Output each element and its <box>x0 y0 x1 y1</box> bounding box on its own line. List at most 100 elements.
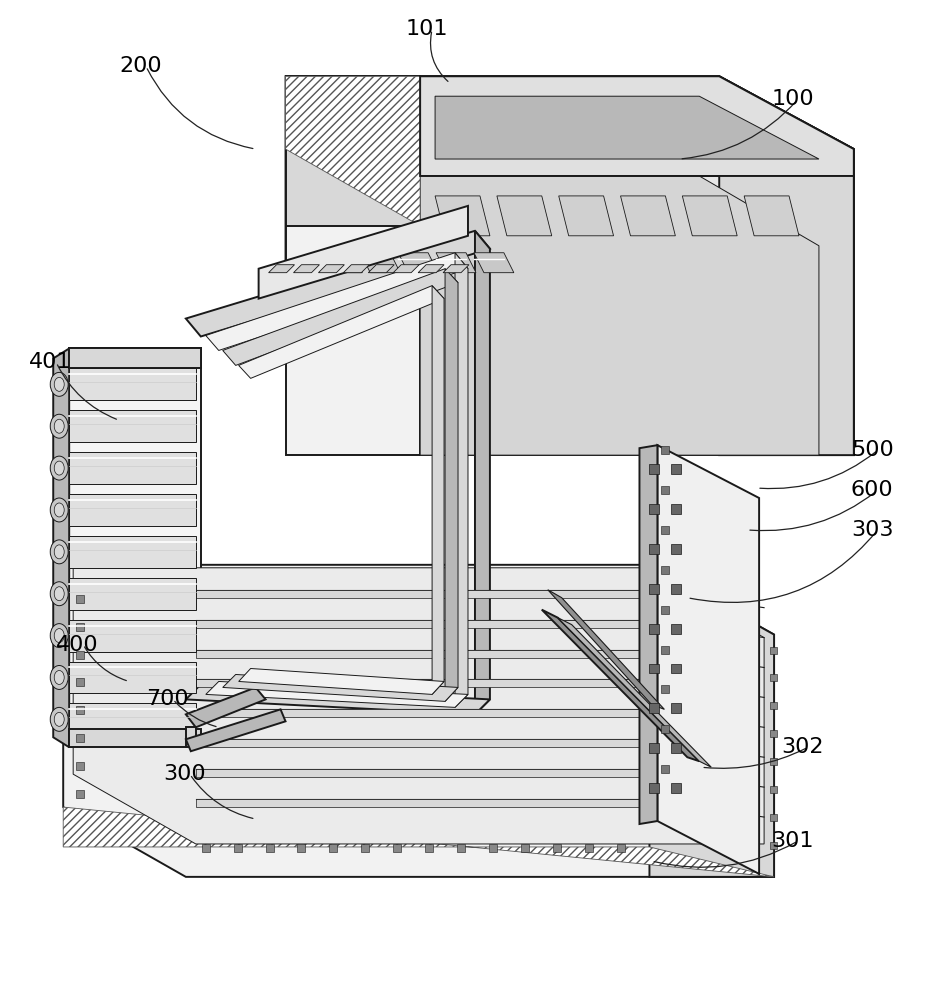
Polygon shape <box>186 687 266 727</box>
Polygon shape <box>497 196 552 236</box>
Polygon shape <box>558 196 614 236</box>
Polygon shape <box>369 265 394 273</box>
Bar <box>770 786 777 793</box>
Bar <box>661 486 669 494</box>
Polygon shape <box>398 253 438 273</box>
Bar <box>489 844 497 852</box>
Text: 500: 500 <box>851 440 894 460</box>
Polygon shape <box>69 703 195 735</box>
Polygon shape <box>649 565 774 877</box>
Polygon shape <box>223 674 458 701</box>
Text: 303: 303 <box>851 520 894 540</box>
Polygon shape <box>69 348 201 368</box>
Bar <box>76 678 84 686</box>
Polygon shape <box>285 76 854 266</box>
Polygon shape <box>745 196 799 236</box>
Bar <box>661 566 669 574</box>
Bar <box>649 703 659 713</box>
Polygon shape <box>285 76 420 226</box>
Bar <box>330 844 337 852</box>
Polygon shape <box>223 269 458 365</box>
Bar <box>671 783 682 793</box>
Polygon shape <box>186 684 490 714</box>
Bar <box>770 758 777 765</box>
Polygon shape <box>443 265 469 273</box>
Ellipse shape <box>55 670 64 684</box>
Bar <box>520 844 529 852</box>
Ellipse shape <box>50 498 69 522</box>
Ellipse shape <box>55 461 64 475</box>
Bar <box>671 584 682 594</box>
Bar <box>770 842 777 849</box>
Bar <box>661 725 669 733</box>
Bar <box>661 765 669 773</box>
Bar <box>361 844 369 852</box>
Bar <box>76 623 84 631</box>
Polygon shape <box>319 265 344 273</box>
Polygon shape <box>195 799 642 807</box>
Polygon shape <box>548 590 664 709</box>
Ellipse shape <box>50 414 69 438</box>
Bar <box>649 783 659 793</box>
Text: 700: 700 <box>146 689 189 709</box>
Polygon shape <box>53 348 69 747</box>
Bar <box>661 446 669 454</box>
Bar <box>649 743 659 753</box>
Bar <box>649 504 659 514</box>
Polygon shape <box>435 96 819 159</box>
Polygon shape <box>475 231 490 714</box>
Polygon shape <box>542 610 699 761</box>
Bar <box>661 646 669 654</box>
Bar <box>671 743 682 753</box>
Polygon shape <box>186 231 490 336</box>
Polygon shape <box>436 253 476 273</box>
Polygon shape <box>206 681 468 707</box>
Text: 300: 300 <box>163 764 206 784</box>
Bar <box>553 844 561 852</box>
Polygon shape <box>195 739 642 747</box>
Bar <box>297 844 306 852</box>
Bar <box>76 734 84 742</box>
Ellipse shape <box>50 624 69 648</box>
Polygon shape <box>69 494 195 526</box>
Text: 100: 100 <box>771 89 814 109</box>
Text: 401: 401 <box>30 352 72 372</box>
Polygon shape <box>294 265 319 273</box>
Bar <box>394 844 401 852</box>
Polygon shape <box>195 679 642 687</box>
Text: 302: 302 <box>781 737 823 757</box>
Bar <box>770 814 777 821</box>
Bar <box>671 664 682 673</box>
Bar <box>266 844 273 852</box>
Polygon shape <box>269 265 294 273</box>
Bar <box>770 647 777 654</box>
Ellipse shape <box>55 712 64 726</box>
Polygon shape <box>344 265 369 273</box>
Bar <box>770 674 777 681</box>
Bar <box>661 606 669 614</box>
Bar <box>671 624 682 634</box>
Ellipse shape <box>50 456 69 480</box>
Polygon shape <box>195 709 642 717</box>
Polygon shape <box>69 410 195 442</box>
Bar <box>661 685 669 693</box>
Bar <box>76 790 84 798</box>
Polygon shape <box>285 76 854 149</box>
Polygon shape <box>69 578 195 610</box>
Bar <box>649 584 659 594</box>
Polygon shape <box>206 253 468 350</box>
Ellipse shape <box>50 707 69 731</box>
Polygon shape <box>195 769 642 777</box>
Polygon shape <box>657 445 759 874</box>
Ellipse shape <box>55 587 64 601</box>
Ellipse shape <box>50 582 69 606</box>
Polygon shape <box>195 650 642 658</box>
Ellipse shape <box>50 540 69 564</box>
Bar <box>671 703 682 713</box>
Polygon shape <box>69 452 195 484</box>
Polygon shape <box>63 565 774 877</box>
Polygon shape <box>682 196 737 236</box>
Polygon shape <box>69 368 195 400</box>
Bar <box>770 702 777 709</box>
Bar <box>661 526 669 534</box>
